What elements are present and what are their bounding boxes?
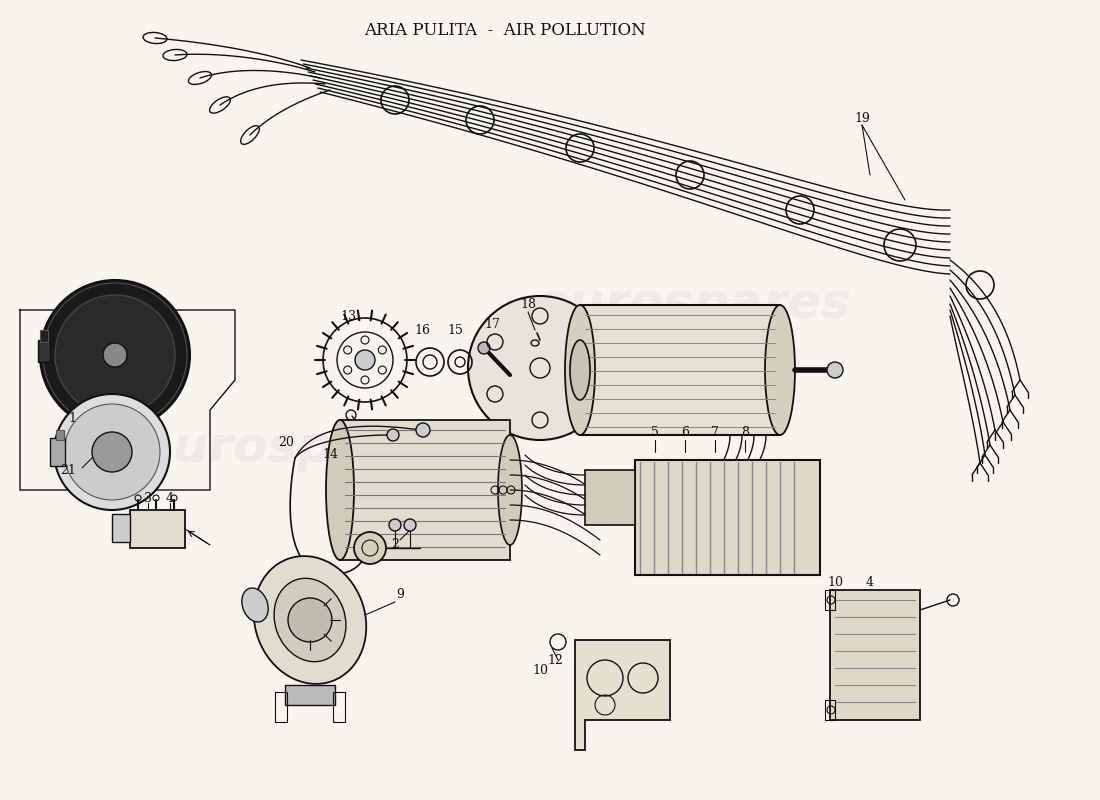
Bar <box>56 430 64 440</box>
Bar <box>635 460 820 575</box>
Circle shape <box>387 429 399 441</box>
Bar <box>825 590 835 610</box>
Text: 19: 19 <box>854 111 870 125</box>
Text: 5: 5 <box>651 426 659 438</box>
Text: eurospares: eurospares <box>535 280 851 328</box>
Bar <box>580 305 780 435</box>
Circle shape <box>355 350 375 370</box>
Text: 17: 17 <box>484 318 499 331</box>
Circle shape <box>64 404 160 500</box>
Ellipse shape <box>242 588 268 622</box>
Bar <box>275 692 287 722</box>
Ellipse shape <box>764 305 795 435</box>
Bar <box>340 420 510 560</box>
Bar <box>130 510 185 548</box>
Circle shape <box>404 519 416 531</box>
Bar <box>40 330 48 342</box>
Circle shape <box>389 519 402 531</box>
Bar <box>39 340 50 362</box>
Bar <box>333 692 345 722</box>
Circle shape <box>288 598 332 642</box>
Text: 2: 2 <box>392 538 399 551</box>
Bar <box>830 590 920 720</box>
Polygon shape <box>575 640 670 750</box>
Circle shape <box>40 280 190 430</box>
Text: 10: 10 <box>532 663 548 677</box>
Ellipse shape <box>565 305 595 435</box>
Circle shape <box>827 362 843 378</box>
Text: 1: 1 <box>68 411 76 425</box>
Text: 8: 8 <box>741 426 749 438</box>
Circle shape <box>416 423 430 437</box>
Text: 4: 4 <box>866 575 874 589</box>
Circle shape <box>92 432 132 472</box>
Text: 12: 12 <box>547 654 563 666</box>
Bar <box>825 700 835 720</box>
Ellipse shape <box>254 556 366 684</box>
Circle shape <box>55 295 175 415</box>
Ellipse shape <box>326 420 354 560</box>
Text: 10: 10 <box>827 575 843 589</box>
Bar <box>112 514 130 542</box>
Ellipse shape <box>274 578 346 662</box>
Text: eurospares: eurospares <box>139 424 455 472</box>
Circle shape <box>54 394 170 510</box>
Text: 6: 6 <box>681 426 689 438</box>
Ellipse shape <box>498 435 522 545</box>
Text: 18: 18 <box>520 298 536 311</box>
Circle shape <box>478 342 490 354</box>
Text: ARIA PULITA  -  AIR POLLUTION: ARIA PULITA - AIR POLLUTION <box>364 22 646 39</box>
Text: 14: 14 <box>322 449 338 462</box>
Text: 21: 21 <box>60 463 76 477</box>
Bar <box>585 470 635 525</box>
Text: 13: 13 <box>340 310 356 322</box>
Bar <box>50 438 65 466</box>
Bar <box>285 685 336 705</box>
Text: 9: 9 <box>396 589 404 602</box>
Text: 15: 15 <box>447 323 463 337</box>
Ellipse shape <box>570 340 590 400</box>
Circle shape <box>468 296 612 440</box>
Text: 4: 4 <box>166 493 174 506</box>
Text: 7: 7 <box>711 426 719 438</box>
Text: 20: 20 <box>278 437 294 450</box>
Text: 16: 16 <box>414 323 430 337</box>
Circle shape <box>103 343 127 367</box>
Text: 3: 3 <box>144 493 152 506</box>
Circle shape <box>354 532 386 564</box>
